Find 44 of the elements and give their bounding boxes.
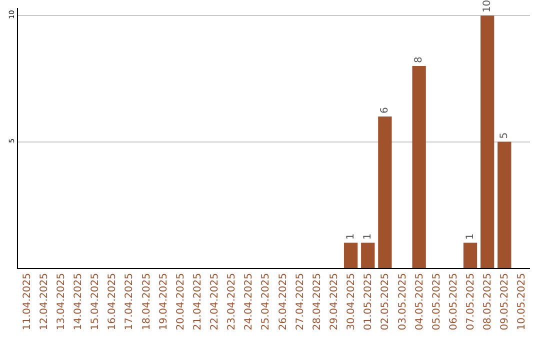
x-tick-label: 06.05.2025 — [448, 273, 460, 330]
x-tick-label: 13.04.2025 — [56, 273, 67, 330]
data-label: 1 — [362, 233, 374, 240]
x-tick-label: 22.04.2025 — [210, 273, 221, 330]
x-tick-label: 16.04.2025 — [107, 273, 118, 330]
x-tick-label: 10.05.2025 — [516, 273, 528, 330]
x-tick-label: 01.05.2025 — [363, 273, 374, 330]
x-tick-label: 24.04.2025 — [244, 273, 255, 330]
bar — [463, 242, 478, 268]
bar — [480, 16, 494, 268]
x-tick-label: 23.04.2025 — [226, 273, 238, 330]
x-tick-label: 12.04.2025 — [38, 273, 50, 330]
x-tick-label: 08.05.2025 — [482, 273, 494, 330]
x-tick-label: 21.04.2025 — [192, 273, 204, 330]
bar — [412, 66, 426, 268]
x-tick-label: 02.05.2025 — [380, 273, 392, 330]
x-tick-label: 04.05.2025 — [414, 273, 426, 330]
data-label: 5 — [498, 132, 510, 139]
data-label: 8 — [414, 56, 425, 64]
x-tick-label: 29.04.2025 — [328, 273, 340, 330]
x-tick-label: 15.04.2025 — [90, 273, 102, 330]
x-tick-label: 03.05.2025 — [397, 273, 408, 330]
bar — [498, 142, 512, 268]
data-label: 10 — [482, 0, 493, 13]
bar — [378, 116, 392, 268]
data-label: 1 — [345, 233, 356, 240]
x-tick-label: 11.04.2025 — [22, 273, 33, 330]
x-tick-label: 09.05.2025 — [500, 273, 511, 330]
data-label: 6 — [379, 107, 390, 114]
x-tick-label: 17.04.2025 — [124, 273, 136, 330]
data-label: 1 — [464, 233, 476, 240]
x-tick-label: 14.04.2025 — [72, 273, 84, 330]
x-tick-label: 28.04.2025 — [312, 273, 323, 330]
x-tick-label: 20.04.2025 — [175, 273, 186, 330]
x-tick-label: 07.05.2025 — [466, 273, 477, 330]
x-tick-label: 25.04.2025 — [260, 273, 272, 330]
x-tick-label: 30.04.2025 — [346, 273, 358, 330]
bar — [361, 242, 375, 268]
x-tick-label: 18.04.2025 — [141, 273, 152, 330]
x-tick-label: 19.04.2025 — [158, 273, 170, 330]
x-tick-label: 27.04.2025 — [294, 273, 306, 330]
x-tick-label: 05.05.2025 — [431, 273, 442, 330]
x-tick-label: 26.04.2025 — [278, 273, 289, 330]
bar — [344, 242, 358, 268]
